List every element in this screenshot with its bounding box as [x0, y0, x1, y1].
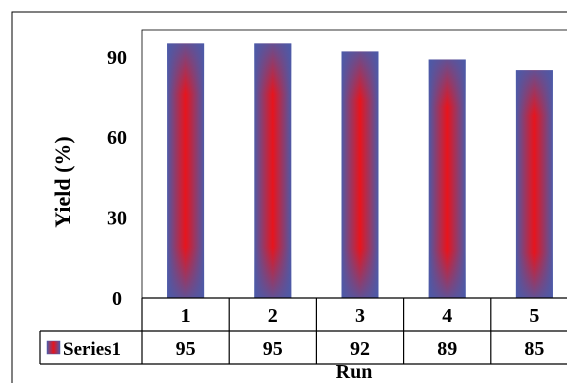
bar-shade [167, 43, 205, 299]
y-axis: 0 30 60 90 [107, 47, 127, 310]
bar-shade [254, 43, 292, 299]
data-table-value: 95 [176, 338, 196, 360]
y-tick-label: 30 [107, 208, 127, 230]
bars [167, 43, 553, 299]
bar-shade [515, 70, 553, 298]
data-table-value: 89 [437, 338, 457, 360]
bar-shade [341, 51, 379, 298]
y-tick-label: 0 [112, 288, 122, 310]
data-table: 1 95 2 95 3 92 4 89 5 85 Series1 [39, 297, 567, 365]
legend-series-name: Series1 [63, 339, 121, 360]
y-tick-label: 60 [107, 127, 127, 149]
bar-shade [428, 59, 466, 299]
x-tick-label: 3 [355, 305, 365, 327]
data-table-value: 95 [263, 338, 283, 360]
x-tick-label: 5 [529, 305, 539, 327]
x-tick-label: 1 [181, 305, 191, 327]
data-table-value: 85 [524, 338, 544, 360]
chart-border [11, 11, 567, 388]
x-axis-title: Run [336, 361, 373, 383]
legend-key [46, 340, 61, 355]
x-tick-label: 4 [442, 305, 452, 327]
x-tick-label: 2 [268, 305, 278, 327]
data-table-value: 92 [350, 338, 370, 360]
y-axis-title: Yield (%) [50, 136, 75, 227]
y-tick-label: 90 [107, 47, 127, 69]
